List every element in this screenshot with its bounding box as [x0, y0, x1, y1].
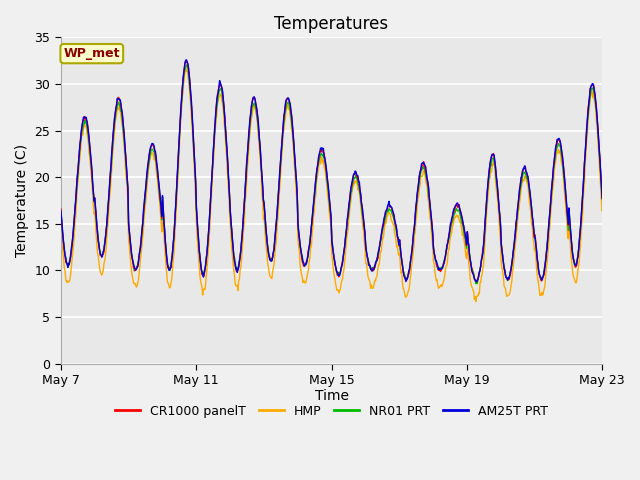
- Text: WP_met: WP_met: [63, 47, 120, 60]
- Legend: CR1000 panelT, HMP, NR01 PRT, AM25T PRT: CR1000 panelT, HMP, NR01 PRT, AM25T PRT: [111, 400, 552, 423]
- Y-axis label: Temperature (C): Temperature (C): [15, 144, 29, 257]
- Title: Temperatures: Temperatures: [275, 15, 388, 33]
- X-axis label: Time: Time: [314, 388, 349, 403]
